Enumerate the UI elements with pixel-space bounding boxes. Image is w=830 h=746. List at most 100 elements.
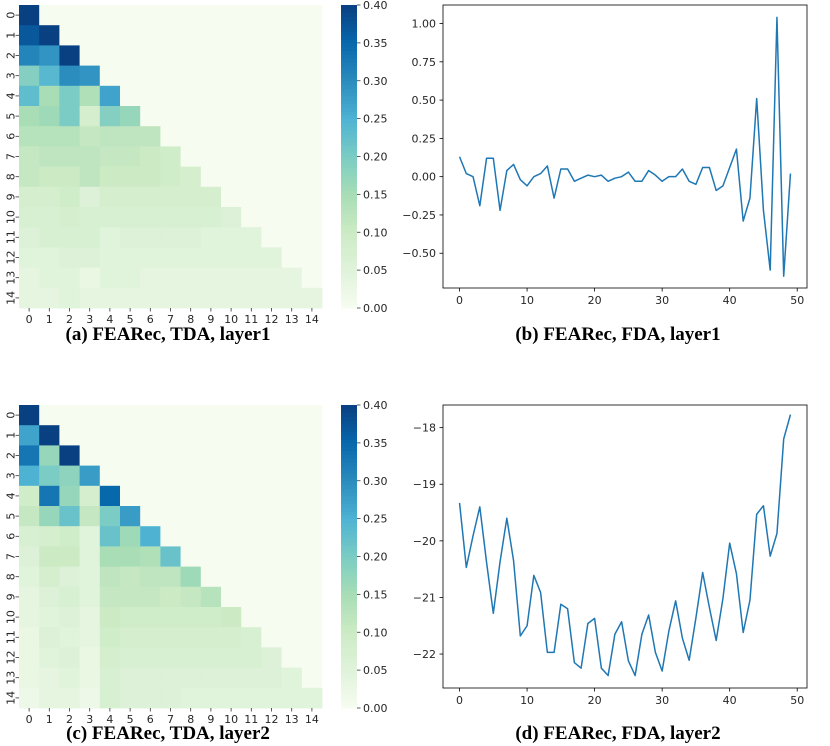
heatmap-a-cell-10-1 (39, 207, 60, 228)
heatmap-c-cell-1-11 (241, 425, 262, 446)
heatmap-c-cell-6-13 (281, 526, 303, 547)
heatmap-c-cell-14-8 (180, 687, 202, 709)
heatmap-a-cell-14-3 (79, 287, 101, 309)
heatmap-a-cell-7-1 (39, 146, 60, 167)
heatmap-c-cell-14-9 (200, 687, 222, 709)
heatmap-c-cell-6-8 (180, 526, 202, 547)
heatmap-a-cell-13-0 (19, 267, 40, 289)
heatmap-c-cell-4-1 (39, 485, 60, 507)
heatmap-a-colorbar-segment (341, 137, 357, 142)
heatmap-a-cell-6-4 (99, 126, 121, 147)
heatmap-c-cell-6-6 (140, 526, 161, 547)
heatmap-a-cell-13-4 (99, 267, 121, 289)
heatmap-c-cell-4-14 (301, 485, 323, 507)
heatmap-c-colorbar-segment (341, 685, 357, 690)
heatmap-c-colorbar-segment (341, 495, 357, 501)
heatmap-a-xtick-label: 10 (224, 313, 238, 326)
heatmap-c-cell-12-9 (200, 647, 222, 668)
heatmap-c-colorbar-segment (341, 442, 357, 448)
heatmap-a-colorbar-segment (341, 277, 357, 282)
heatmap-a-cell-10-14 (301, 207, 323, 228)
heatmap-a-cell-10-13 (281, 207, 303, 228)
heatmap-c-xtick-label: 13 (285, 713, 299, 726)
heatmap-c-cell-13-5 (120, 667, 141, 689)
heatmap-c-cell-11-7 (160, 627, 181, 648)
heatmap-c-cell-12-11 (241, 647, 262, 668)
heatmap-c-cell-2-1 (39, 445, 60, 466)
heatmap-a-cell-14-12 (261, 287, 282, 309)
heatmap-a-cell-2-12 (261, 45, 282, 66)
heatmap-c-cell-7-10 (221, 546, 242, 567)
heatmap-c-colorbar-segment (341, 450, 357, 455)
heatmap-a-cell-11-7 (160, 227, 181, 248)
heatmap-c-ytick-label: 5 (5, 513, 18, 520)
heatmap-a-colorbar-segment (341, 183, 357, 188)
heatmap-a-cell-7-10 (221, 146, 242, 167)
heatmap-c-cell-4-8 (180, 485, 202, 507)
heatmap-a-cell-11-1 (39, 227, 60, 248)
heatmap-c-cell-0-10 (221, 405, 242, 426)
line-d-xtick-label: 30 (655, 694, 669, 707)
heatmap-a-colorbar-segment (341, 122, 357, 127)
heatmap-a-cell-14-2 (59, 287, 80, 309)
heatmap-c-colorbar-segment (341, 579, 357, 584)
heatmap-c-colorbar-segment (341, 609, 357, 614)
heatmap-c-cell-9-8 (180, 586, 202, 608)
heatmap-c-cell-11-10 (221, 627, 242, 648)
heatmap-c-cell-10-1 (39, 607, 60, 628)
heatmap-a-cell-10-4 (99, 207, 121, 228)
heatmap-a-cell-8-4 (99, 166, 121, 188)
heatmap-a-xtick-label: 5 (127, 313, 134, 326)
heatmap-a-cell-11-0 (19, 227, 40, 248)
heatmap-c-colorbar-segment (341, 552, 357, 557)
heatmap-c-colorbar-segment (341, 564, 357, 569)
heatmap-a-colorbar-segment (341, 239, 357, 245)
heatmap-a-cell-4-1 (39, 85, 60, 107)
heatmap-a-colorbar-label: 0.25 (363, 113, 388, 126)
heatmap-c-cell-12-10 (221, 647, 242, 668)
heatmap-c-cell-12-1 (39, 647, 60, 668)
heatmap-a-colorbar-segment (341, 65, 357, 70)
heatmap-c-cell-1-13 (281, 425, 303, 446)
heatmap-a-cell-13-3 (79, 267, 101, 289)
heatmap-a-cell-12-8 (180, 247, 202, 268)
heatmap-a-colorbar-segment (341, 145, 357, 150)
heatmap-a-colorbar-segment (341, 217, 357, 222)
heatmap-c-colorbar-segment (341, 518, 357, 523)
heatmap-a-cell-7-4 (99, 146, 121, 167)
heatmap-a-colorbar-segment (341, 289, 357, 294)
heatmap-c-cell-13-1 (39, 667, 60, 689)
heatmap-c-cell-0-5 (120, 405, 141, 426)
heatmap-c-cell-4-10 (221, 485, 242, 507)
heatmap-c-cell-6-11 (241, 526, 262, 547)
heatmap-a-cell-3-12 (261, 65, 282, 87)
heatmap-a-cell-0-2 (59, 5, 80, 26)
heatmap-c-ytick-label: 4 (5, 492, 18, 499)
heatmap-a-cell-9-4 (99, 186, 121, 208)
heatmap-a-cell-5-13 (281, 106, 303, 127)
heatmap-a-colorbar-segment (341, 12, 357, 17)
heatmap-a-cell-12-7 (160, 247, 181, 268)
heatmap-c-ytick-label: 10 (5, 610, 18, 624)
heatmap-a-cell-2-10 (221, 45, 242, 66)
heatmap-c-cell-0-9 (200, 405, 222, 426)
heatmap-a-xtick-label: 3 (86, 313, 93, 326)
heatmap-a-cell-8-1 (39, 166, 60, 188)
heatmap-a-colorbar-segment (341, 16, 357, 21)
heatmap-c-colorbar-segment (341, 435, 357, 440)
heatmap-a-cell-12-6 (140, 247, 161, 268)
heatmap-c-cell-6-4 (99, 526, 121, 547)
heatmap-c-colorbar-segment (341, 586, 357, 592)
heatmap-a-cell-6-10 (221, 126, 242, 147)
heatmap-a-colorbar-segment (341, 179, 357, 184)
heatmap-c-cell-1-7 (160, 425, 181, 446)
heatmap-c-colorbar-segment (341, 548, 357, 554)
heatmap-a-cell-14-0 (19, 287, 40, 309)
heatmap-c-cell-12-4 (99, 647, 121, 668)
heatmap-c-colorbar-segment (341, 651, 357, 656)
heatmap-c-cell-8-9 (200, 566, 222, 588)
heatmap-c-cell-0-3 (79, 405, 101, 426)
line-b-ytick-label: 0.00 (412, 171, 437, 184)
heatmap-a-cell-5-5 (120, 106, 141, 127)
heatmap-c-colorbar-segment (341, 541, 357, 546)
